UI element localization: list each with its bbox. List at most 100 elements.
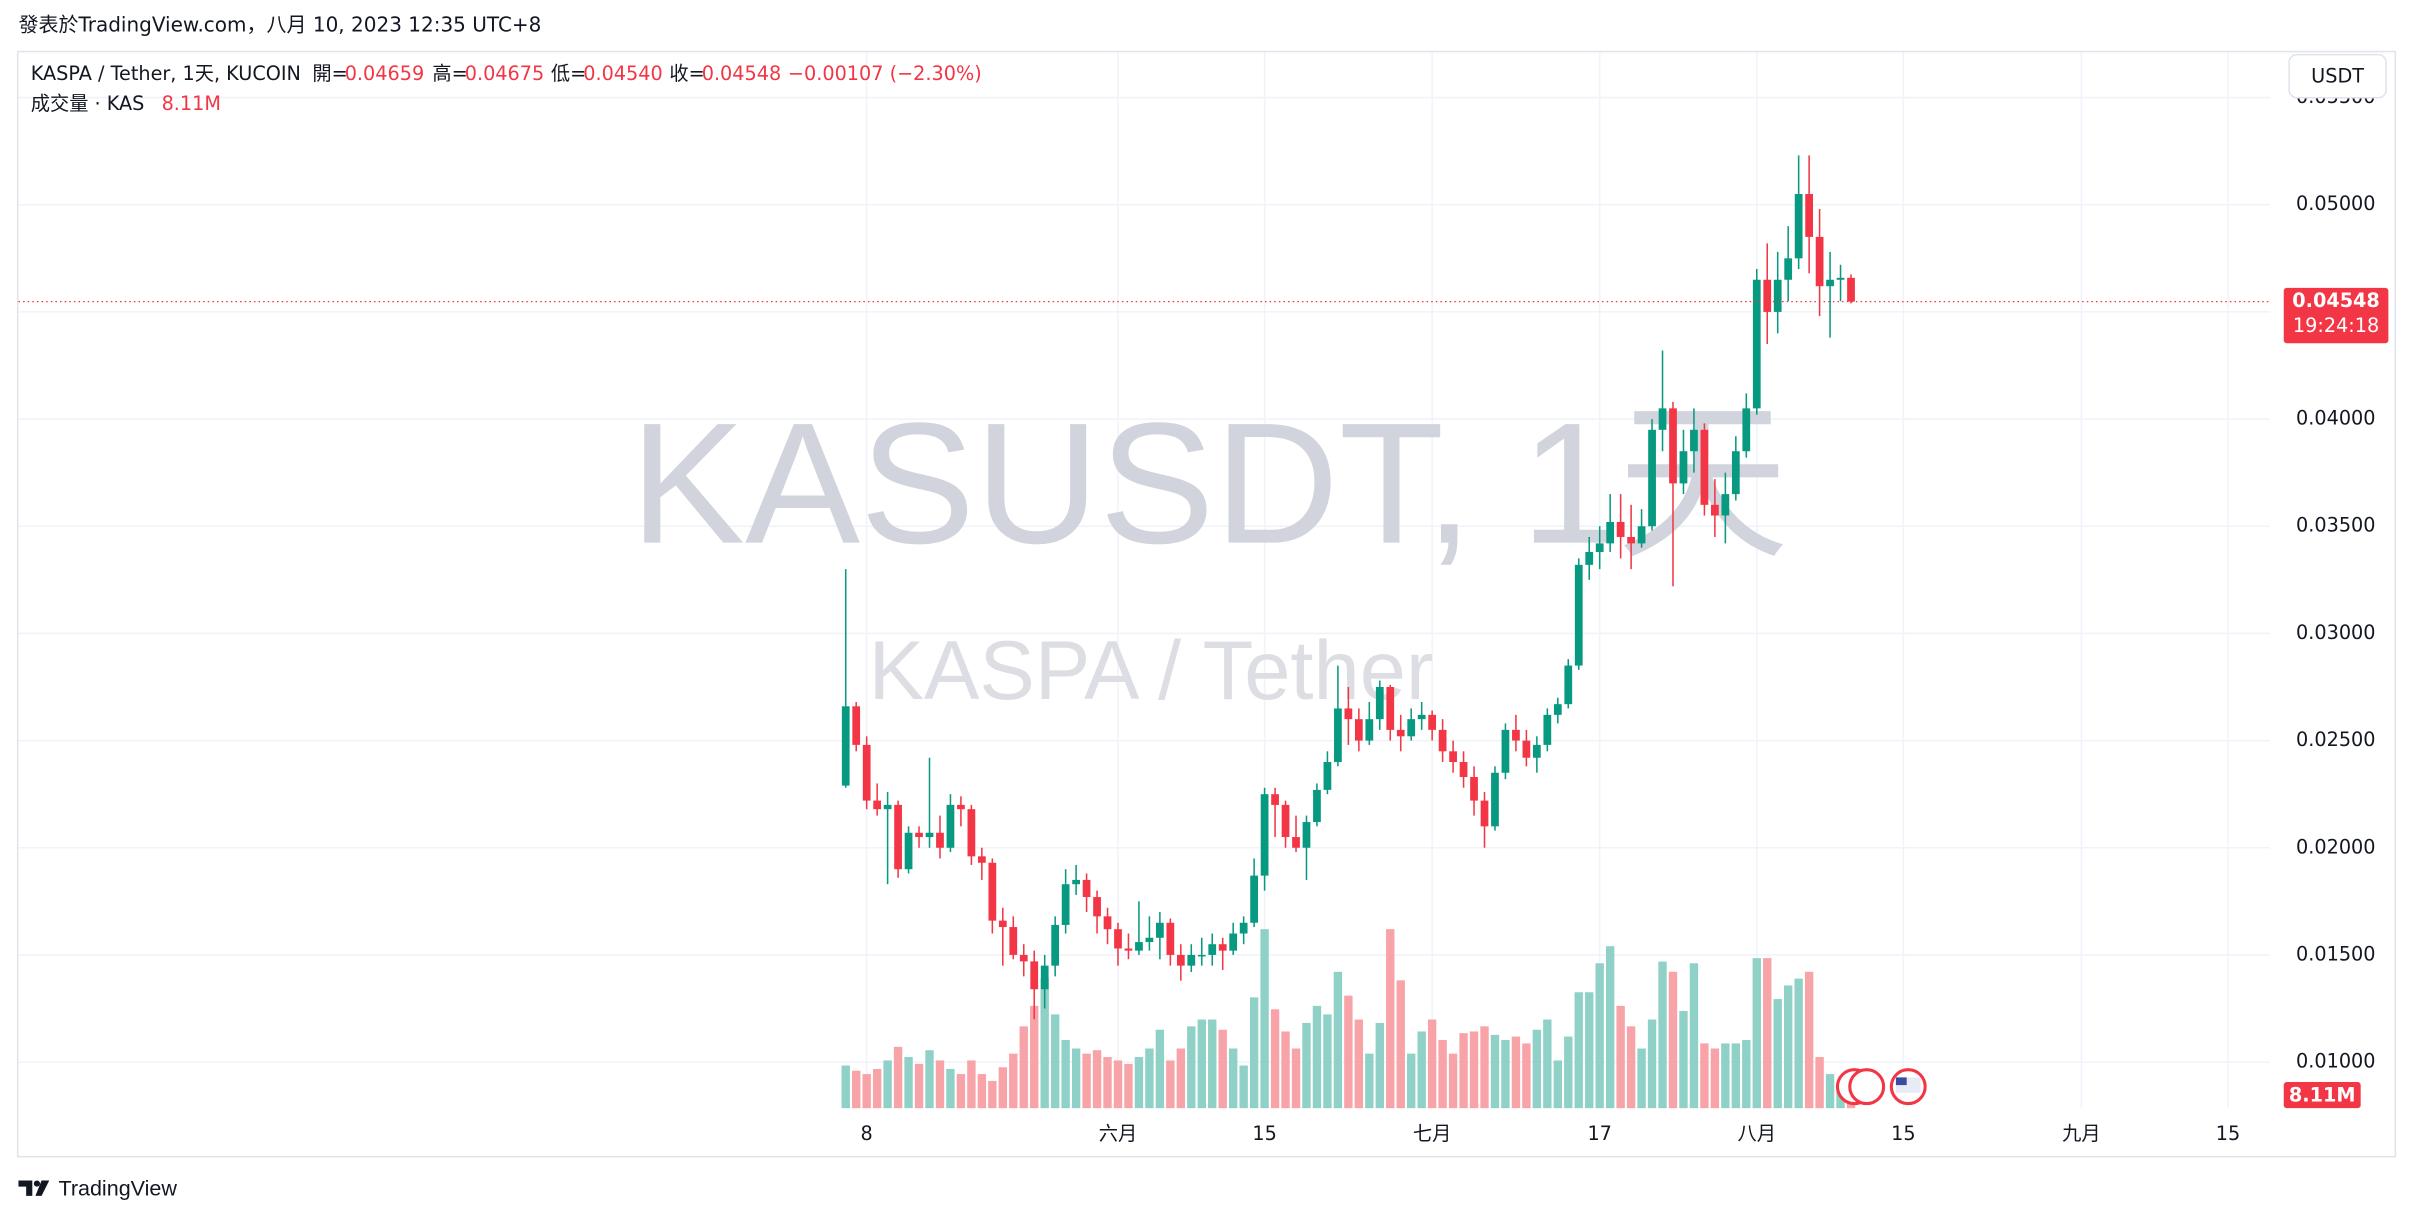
volume-bar <box>1417 1031 1426 1109</box>
volume-bar <box>1323 1014 1332 1109</box>
candle-body <box>1491 772 1499 827</box>
volume-bar <box>1626 1026 1636 1109</box>
candle-body <box>1239 922 1248 934</box>
candle-body <box>1218 944 1227 951</box>
price-tag-countdown: 19:24:18 <box>2293 314 2379 337</box>
volume-bar <box>1396 980 1405 1109</box>
candle-body <box>1334 708 1342 763</box>
candle-body <box>1449 751 1457 763</box>
published-note: 發表於TradingView.com，八月 10, 2023 12:35 UTC… <box>18 13 541 37</box>
volume-tag-value: 8.11M <box>2289 1083 2356 1106</box>
candle-body <box>1637 526 1646 544</box>
candle-body <box>873 800 882 810</box>
candle-body <box>998 920 1007 928</box>
candle-body <box>1187 954 1196 966</box>
close-value: 0.04548 <box>702 61 781 84</box>
y-tick-label: 0.02500 <box>2296 728 2375 751</box>
volume-value: 8.11M <box>162 92 221 115</box>
volume-bar <box>1291 1048 1301 1109</box>
volume-bar <box>1134 1057 1144 1109</box>
candle-body <box>1459 762 1468 778</box>
volume-bar <box>1176 1048 1186 1109</box>
event-icon[interactable] <box>1848 1068 1886 1106</box>
candle-body <box>1375 687 1384 720</box>
volume-bar <box>1166 1060 1175 1109</box>
volume-bar <box>1815 1057 1824 1109</box>
candle-body <box>841 706 850 786</box>
volume-bar <box>893 1046 903 1109</box>
candle-body <box>1019 954 1028 962</box>
volume-bar <box>988 1080 997 1109</box>
event-icons[interactable] <box>1835 1068 1927 1106</box>
candle-body <box>1302 822 1311 848</box>
volume-bar <box>1731 1043 1741 1109</box>
candle-body <box>957 804 965 810</box>
volume-bar <box>1270 1009 1280 1109</box>
volume-bar <box>883 1060 892 1109</box>
low-value: 0.04540 <box>583 61 662 84</box>
volume-bar <box>1228 1048 1238 1109</box>
candle-body <box>1752 279 1761 409</box>
candle-body <box>1323 762 1332 790</box>
volume-bar <box>1532 1029 1542 1109</box>
candle-body <box>967 809 976 857</box>
volume-bar <box>1794 978 1803 1109</box>
volume-bar <box>1721 1043 1730 1109</box>
candle-body <box>1826 279 1834 287</box>
y-tick-label: 0.01000 <box>2296 1050 2375 1073</box>
volume-bar <box>1773 999 1782 1109</box>
candle-body <box>1480 800 1489 827</box>
open-value: 0.04659 <box>345 61 424 84</box>
candle-body <box>1690 429 1698 452</box>
candle-body <box>1009 927 1018 955</box>
candle-body <box>1208 944 1217 955</box>
volume-bar <box>1312 1005 1322 1109</box>
volume-bar <box>1030 1005 1039 1109</box>
watermark-name: KASPA / Tether <box>869 624 1434 717</box>
candle-body <box>1093 897 1101 917</box>
volume-bar <box>1752 958 1761 1109</box>
candle-body <box>988 862 997 921</box>
logo-mark <box>18 1180 33 1196</box>
volume-bar <box>1124 1063 1133 1109</box>
candle-body <box>1522 740 1531 758</box>
volume-bar <box>935 1060 945 1109</box>
volume-bar <box>1469 1031 1479 1109</box>
candle-body <box>1040 965 1049 990</box>
volume-bar <box>1679 1011 1688 1109</box>
x-tick-label: 17 <box>1587 1122 1611 1145</box>
volume-bar <box>1522 1043 1531 1109</box>
candle-body <box>1711 504 1719 516</box>
volume-bar <box>1040 978 1049 1109</box>
volume-bar <box>1302 1022 1311 1109</box>
volume-bar <box>1689 963 1699 1109</box>
volume-bar <box>1333 971 1343 1109</box>
y-tick-label: 0.01500 <box>2296 942 2375 965</box>
volume-bar <box>1490 1034 1500 1109</box>
candle-body <box>1836 277 1845 280</box>
volume-bar <box>1281 1031 1290 1109</box>
high-value: 0.04675 <box>465 61 544 84</box>
volume-bar <box>1637 1048 1646 1109</box>
candle-body <box>1794 194 1803 259</box>
currency-label[interactable]: USDT <box>2311 64 2364 87</box>
candle-body <box>1606 521 1615 544</box>
volume-bar <box>1113 1060 1123 1109</box>
volume-bar <box>904 1057 913 1109</box>
volume-bar <box>1009 1053 1018 1109</box>
volume-bar <box>872 1068 882 1109</box>
candle-body <box>1773 279 1782 312</box>
price-tag <box>2283 287 2389 344</box>
volume-bar <box>1448 1053 1458 1109</box>
candle-body <box>1815 236 1824 287</box>
volume-bar <box>956 1074 966 1109</box>
volume-tag <box>2283 1082 2361 1109</box>
candle-body <box>1501 729 1510 773</box>
y-tick-label: 0.02000 <box>2296 835 2375 858</box>
volume-bar <box>1407 1053 1416 1109</box>
currency-button[interactable] <box>2288 53 2387 99</box>
volume-bar <box>998 1067 1007 1109</box>
candle-body <box>925 832 934 838</box>
x-tick-label: 8 <box>861 1122 873 1145</box>
candle-body <box>1271 794 1279 805</box>
